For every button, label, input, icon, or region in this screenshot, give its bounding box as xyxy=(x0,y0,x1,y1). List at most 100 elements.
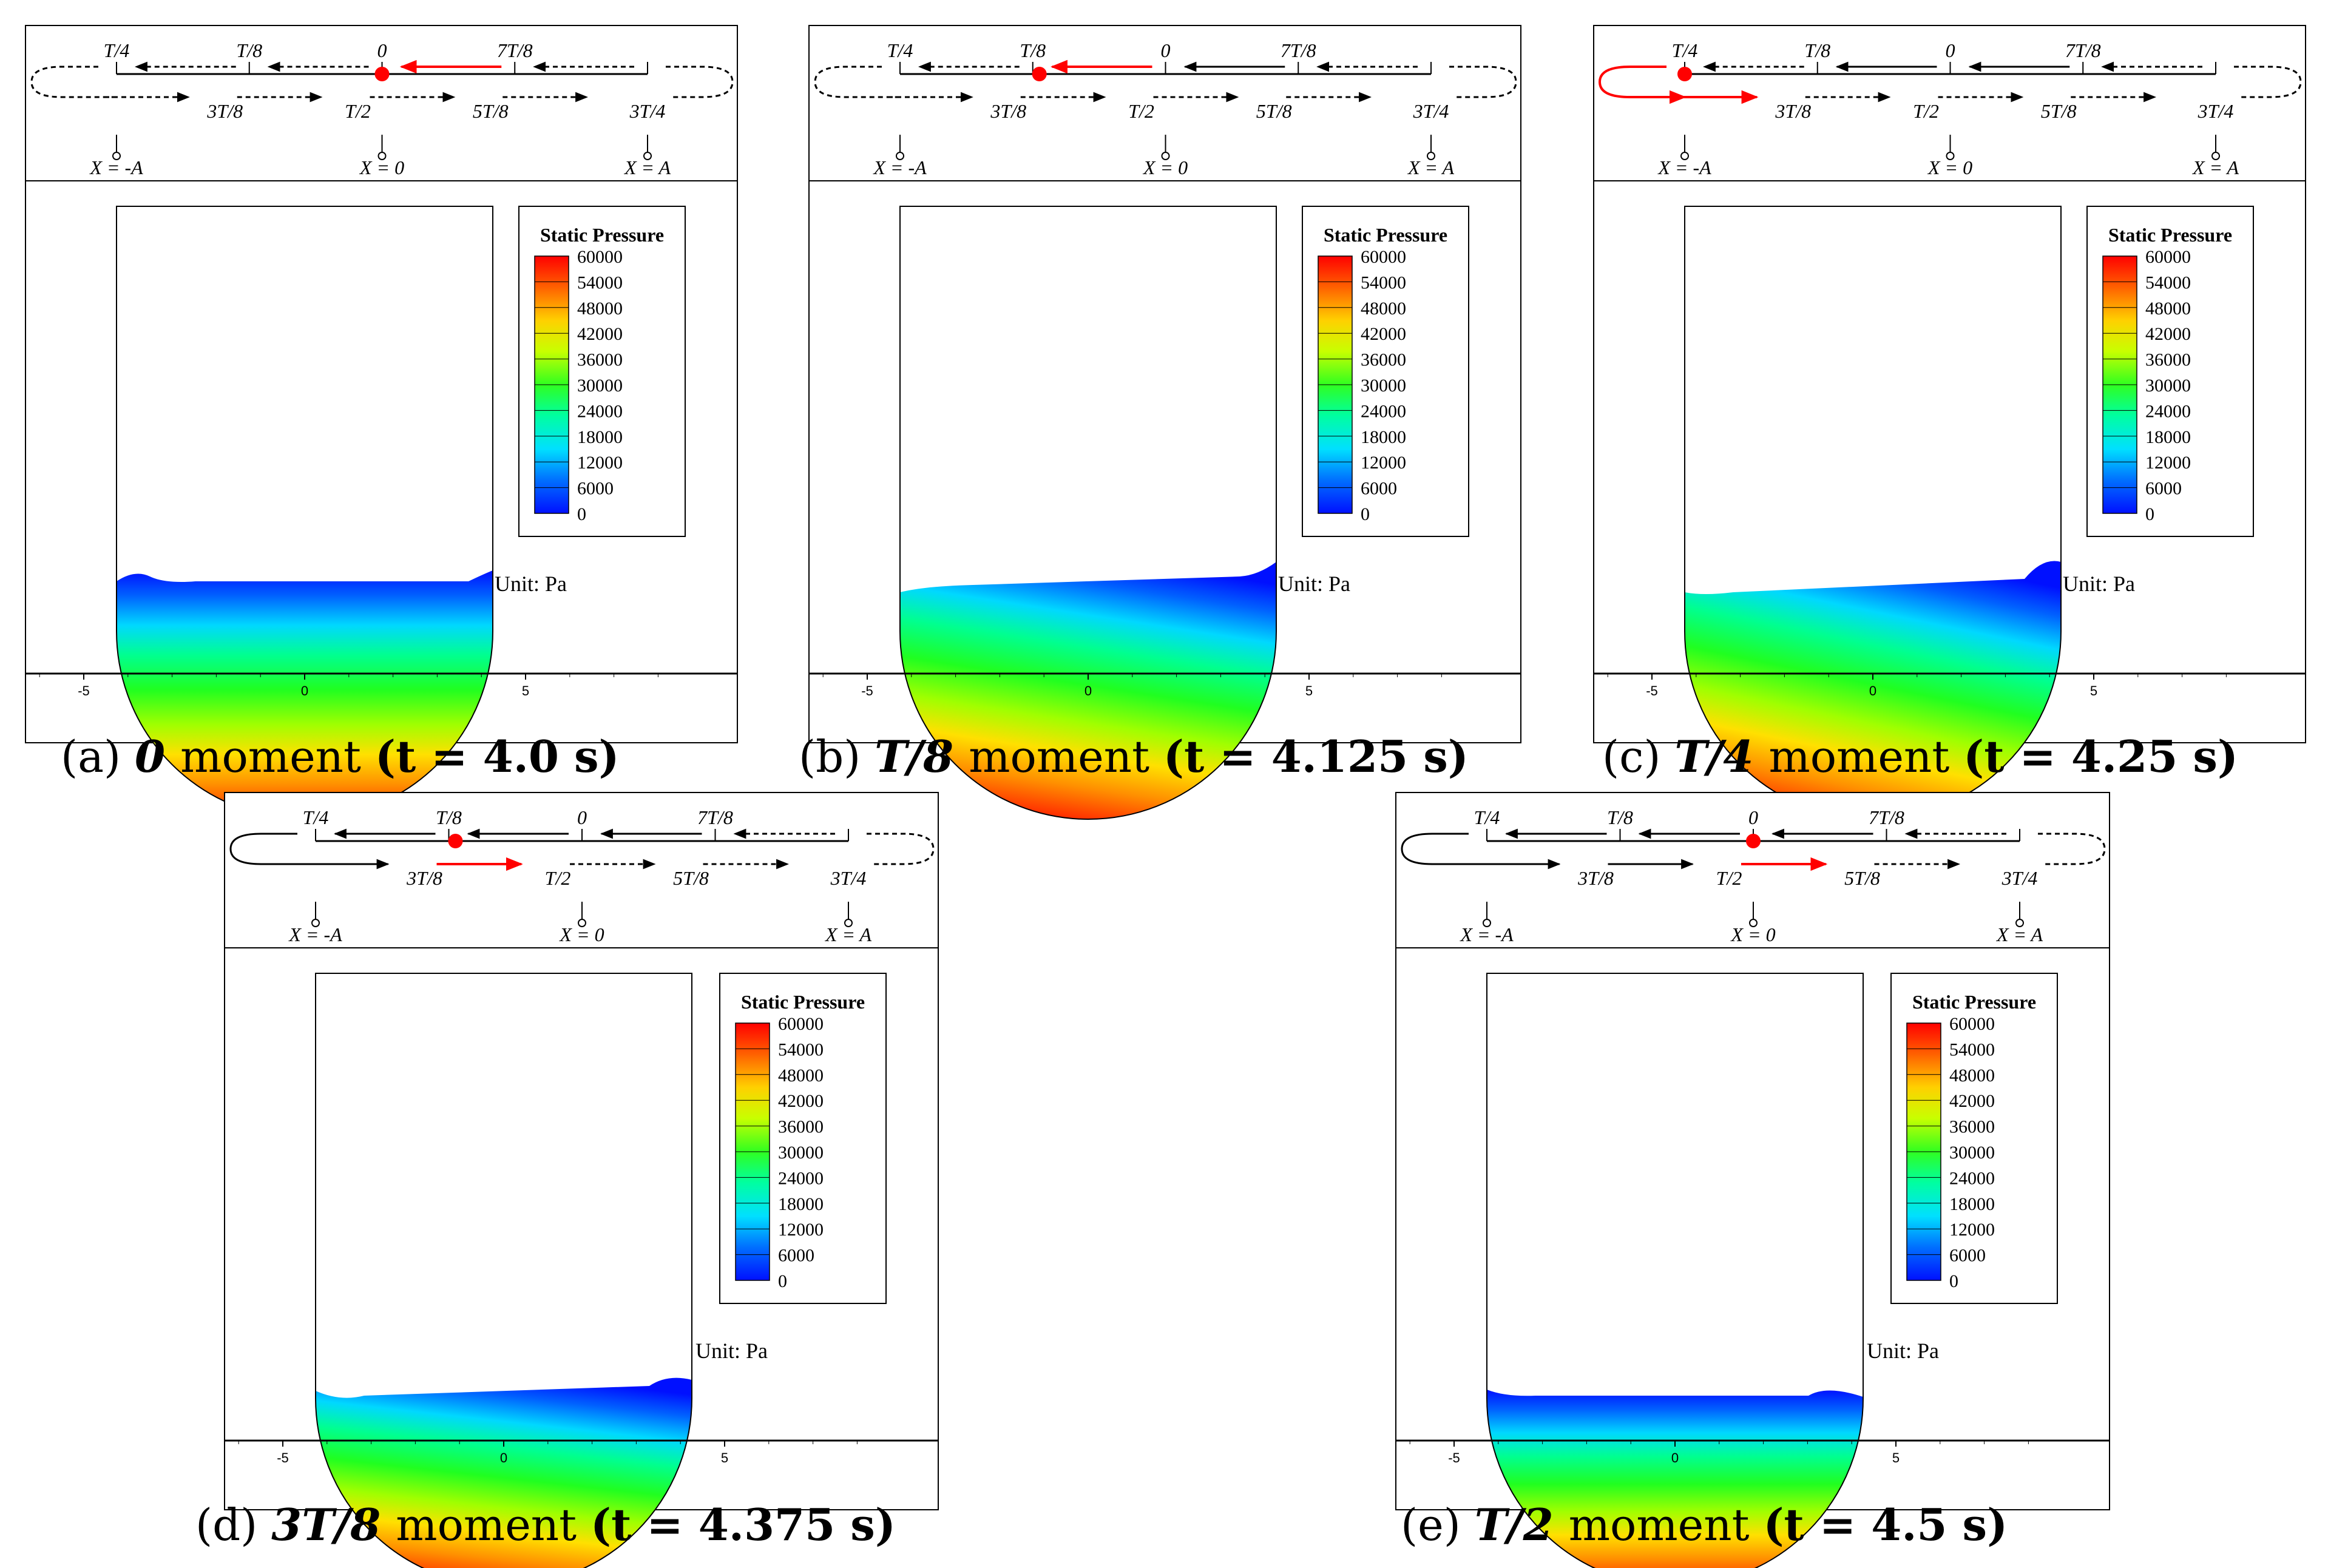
legend-level-5: 30000 xyxy=(577,376,623,396)
axis-tick-label-0: -5 xyxy=(277,1450,289,1465)
label-bottom-1: T/2 xyxy=(1913,100,1939,122)
label-top-2: 0 xyxy=(1161,39,1171,61)
panel-caption: (e) T/2 moment (t = 4.5 s) xyxy=(1401,1499,2008,1550)
legend-level-2: 48000 xyxy=(1949,1066,1995,1086)
legend-title: Static Pressure xyxy=(1912,991,2036,1013)
probe-node xyxy=(1483,919,1491,927)
legend-level-7: 18000 xyxy=(2145,427,2191,447)
legend-level-1: 54000 xyxy=(2145,272,2191,292)
label-bottom-1: T/2 xyxy=(545,867,571,889)
legend-level-7: 18000 xyxy=(1949,1194,1995,1214)
axis-tick-label-2: 5 xyxy=(1892,1450,1900,1465)
probe-node xyxy=(896,152,904,160)
label-top-0: T/4 xyxy=(1474,806,1500,828)
motion-schematic: T/4 T/8 0 7T/8 3T/8 T/2 5T/8 3T/4 X = -A X = 0 X =… xyxy=(25,25,738,181)
legend-level-7: 18000 xyxy=(778,1194,824,1214)
axis-tick-label-1: 0 xyxy=(1869,683,1876,698)
probe-node xyxy=(643,152,652,160)
legend-level-9: 6000 xyxy=(778,1246,814,1266)
legend-level-0: 60000 xyxy=(2145,247,2191,267)
axis-tick-label-0: -5 xyxy=(1646,683,1658,698)
unit-label: Unit: Pa xyxy=(695,1339,768,1363)
legend-level-10: 0 xyxy=(778,1271,787,1291)
panel-caption: (d) 3T/8 moment (t = 4.375 s) xyxy=(195,1499,896,1550)
caption-part-2: moment xyxy=(396,1499,590,1550)
legend-level-2: 48000 xyxy=(577,299,623,319)
legend-level-7: 18000 xyxy=(577,427,623,447)
caption-part-3: (t = 4.125 s) xyxy=(1163,731,1469,782)
legend-level-4: 36000 xyxy=(577,350,623,370)
label-top-0: T/4 xyxy=(104,39,130,61)
caption-part-2: moment xyxy=(969,731,1163,782)
pressure-contour-plot: Static Pressure6000054000480004200036000… xyxy=(808,180,1521,820)
position-marker xyxy=(1677,67,1692,81)
legend-level-8: 12000 xyxy=(2145,453,2191,473)
legend-level-5: 30000 xyxy=(2145,376,2191,396)
label-top-2: 0 xyxy=(1946,39,1955,61)
position-marker xyxy=(1032,67,1047,81)
legend-level-0: 60000 xyxy=(778,1014,824,1034)
axis-tick-label-2: 5 xyxy=(522,683,529,698)
caption-part-3: (t = 4.5 s) xyxy=(1763,1499,2008,1550)
label-top-1: T/8 xyxy=(236,39,262,61)
turn-loop-left xyxy=(1401,833,1487,865)
legend-level-8: 12000 xyxy=(1949,1220,1995,1240)
caption-part-0: (b) xyxy=(799,731,875,782)
motion-schematic: T/4 T/8 0 7T/8 3T/8 T/2 5T/8 3T/4 X = -A X = 0 X =… xyxy=(1395,792,2110,948)
unit-label: Unit: Pa xyxy=(1867,1339,1939,1363)
pressure-legend: Static Pressure6000054000480004200036000… xyxy=(719,973,887,1304)
probe-label-2: X = A xyxy=(1407,157,1455,178)
label-bottom-0: 3T/8 xyxy=(1577,867,1614,889)
probe-node xyxy=(311,919,320,927)
caption-part-1: T/4 xyxy=(1674,731,1768,782)
legend-level-0: 60000 xyxy=(1361,247,1406,267)
pressure-legend: Static Pressure6000054000480004200036000… xyxy=(1890,973,2058,1304)
label-bottom-3: 3T/4 xyxy=(2001,867,2038,889)
legend-level-1: 54000 xyxy=(577,272,623,292)
probe-node xyxy=(377,152,387,160)
legend-level-4: 36000 xyxy=(2145,350,2191,370)
legend-level-6: 24000 xyxy=(2145,401,2191,421)
panel-caption: (b) T/8 moment (t = 4.125 s) xyxy=(799,731,1469,782)
label-bottom-2: 5T/8 xyxy=(1844,867,1880,889)
legend-level-1: 54000 xyxy=(1949,1039,1995,1059)
legend-title: Static Pressure xyxy=(741,991,865,1013)
probe-label-1: X = 0 xyxy=(1927,157,1972,178)
label-bottom-3: 3T/4 xyxy=(2198,100,2234,122)
axis-tick-label-2: 5 xyxy=(721,1450,728,1465)
legend-level-9: 6000 xyxy=(1361,479,1397,499)
label-bottom-1: T/2 xyxy=(1716,867,1742,889)
label-top-3: 7T/8 xyxy=(697,806,733,828)
probe-label-2: X = A xyxy=(1995,924,2043,945)
probe-node xyxy=(1680,152,1689,160)
axis-tick-label-2: 5 xyxy=(1305,683,1313,698)
legend-level-3: 42000 xyxy=(1361,324,1406,344)
legend-level-2: 48000 xyxy=(1361,299,1406,319)
caption-part-3: (t = 4.0 s) xyxy=(375,731,620,782)
axis-tick-label-1: 0 xyxy=(301,683,308,698)
pressure-legend: Static Pressure6000054000480004200036000… xyxy=(518,206,686,537)
probe-label-0: X = -A xyxy=(872,157,927,178)
label-top-1: T/8 xyxy=(1804,39,1830,61)
caption-part-1: T/8 xyxy=(875,731,969,782)
legend-level-4: 36000 xyxy=(778,1117,824,1137)
panel-caption: (c) T/4 moment (t = 4.25 s) xyxy=(1602,731,2238,782)
probe-node xyxy=(844,919,853,927)
panel-a: T/4 T/8 0 7T/8 3T/8 T/2 5T/8 3T/4 X = -A X = 0 X =… xyxy=(25,25,738,820)
label-top-2: 0 xyxy=(577,806,587,828)
tank-outline xyxy=(1486,973,1864,1568)
motion-schematic: T/4 T/8 0 7T/8 3T/8 T/2 5T/8 3T/4 X = -A X = 0 X =… xyxy=(224,792,939,948)
panel-caption: (a) 0 moment (t = 4.0 s) xyxy=(61,731,620,782)
caption-part-2: moment xyxy=(1569,1499,1764,1550)
turn-loop-left xyxy=(1598,66,1687,104)
legend-level-2: 48000 xyxy=(778,1066,824,1086)
label-top-3: 7T/8 xyxy=(1281,39,1316,61)
probe-label-0: X = -A xyxy=(288,924,342,945)
position-marker xyxy=(1746,834,1761,848)
probe-node xyxy=(2015,919,2024,927)
legend-level-7: 18000 xyxy=(1361,427,1406,447)
label-bottom-0: 3T/8 xyxy=(990,100,1026,122)
turn-loop-left xyxy=(229,833,316,865)
probe-node xyxy=(112,152,121,160)
